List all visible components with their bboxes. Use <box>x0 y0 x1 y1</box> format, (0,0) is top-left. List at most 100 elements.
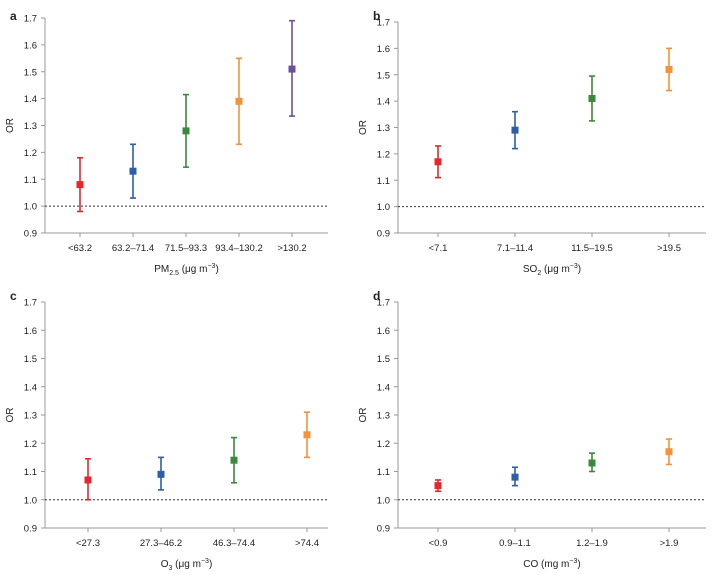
x-axis-label-main: SO <box>523 264 538 275</box>
data-point <box>230 456 238 464</box>
x-axis-label-main: CO <box>523 559 538 570</box>
data-point <box>588 459 596 467</box>
y-tick-label: 0.9 <box>377 524 390 535</box>
x-tick-label: 93.4–130.2 <box>215 243 263 254</box>
x-axis-label-close: ) <box>577 559 580 570</box>
y-tick-label: 1.7 <box>377 18 390 29</box>
y-tick-label: 1.7 <box>377 298 390 309</box>
x-axis-label: SO2 (μg m−3) <box>523 263 581 277</box>
x-tick-label: 11.5–19.5 <box>571 243 613 254</box>
data-point <box>665 65 673 73</box>
data-point <box>434 158 442 166</box>
x-axis-label-unit: (μg m <box>541 264 570 275</box>
y-axis-label: OR <box>5 118 16 133</box>
x-tick-label: 63.2–71.4 <box>112 243 154 254</box>
y-tick-label: 1.2 <box>24 439 37 450</box>
x-axis-label-subscript: 2 <box>537 270 541 277</box>
x-tick-label: 27.3–46.2 <box>140 538 182 549</box>
data-point <box>665 448 673 456</box>
data-point <box>511 473 519 481</box>
x-axis-label-subscript: 2.5 <box>169 270 179 277</box>
y-tick-label: 1.1 <box>24 175 37 186</box>
x-axis-label-superscript: −3 <box>569 558 577 565</box>
x-axis-label-superscript: −3 <box>570 263 578 270</box>
y-axis-label: OR <box>5 408 16 423</box>
y-tick-label: 1.7 <box>24 298 37 309</box>
y-axis-label: OR <box>358 408 369 423</box>
x-axis-label-close: ) <box>215 264 218 275</box>
y-tick-label: 1.6 <box>377 44 390 55</box>
y-tick-label: 1.3 <box>24 411 37 422</box>
x-axis-label-superscript: −3 <box>207 263 215 270</box>
x-tick-label: 71.5–93.3 <box>165 243 207 254</box>
y-tick-label: 1.1 <box>24 467 37 478</box>
x-axis-label: PM2.5 (μg m−3) <box>154 263 219 277</box>
panel-letter: d <box>373 289 380 303</box>
y-tick-label: 1.2 <box>377 149 390 160</box>
x-axis-label-subscript: 3 <box>169 565 173 572</box>
y-axis-label: OR <box>358 120 369 135</box>
y-tick-label: 1.6 <box>24 40 37 51</box>
y-tick-label: 1.4 <box>24 94 37 105</box>
x-tick-label: <7.1 <box>429 243 448 254</box>
x-tick-label: >74.4 <box>295 538 319 549</box>
y-tick-label: 1.0 <box>24 202 37 213</box>
x-axis-label-close: ) <box>578 264 581 275</box>
y-tick-label: 1.3 <box>24 121 37 132</box>
y-tick-label: 0.9 <box>377 229 390 240</box>
x-tick-label: >19.5 <box>657 243 681 254</box>
y-tick-label: 1.3 <box>377 123 390 134</box>
y-tick-label: 1.1 <box>377 467 390 478</box>
x-tick-label: <27.3 <box>76 538 100 549</box>
x-tick-label: 46.3–74.4 <box>213 538 255 549</box>
y-tick-label: 1.5 <box>24 354 37 365</box>
data-point <box>588 94 596 102</box>
y-tick-label: 1.4 <box>24 382 37 393</box>
data-point <box>303 431 311 439</box>
y-tick-label: 1.5 <box>377 70 390 81</box>
panel-a: a 0.9 1.0 1.1 1.2 1.3 1.4 1.5 1.6 1.7 OR <63.2 63.2–… <box>5 9 328 277</box>
data-point <box>84 476 92 484</box>
panel-b: b 0.9 1.0 1.1 1.2 1.3 1.4 1.5 1.6 1.7 OR <7.1 7.1–11… <box>358 9 706 277</box>
data-point <box>434 482 442 490</box>
data-point <box>511 126 519 134</box>
data-point <box>76 181 84 189</box>
x-axis-label-unit: (mg m <box>538 559 569 570</box>
x-tick-label: <63.2 <box>68 243 92 254</box>
panel-c: c 0.9 1.0 1.1 1.2 1.3 1.4 1.5 1.6 1.7 OR <27.3 27.3–… <box>5 289 328 572</box>
y-tick-label: 1.2 <box>377 439 390 450</box>
x-tick-label: 1.2–1.9 <box>576 538 608 549</box>
y-tick-label: 1.1 <box>377 176 390 187</box>
x-axis-label: O3 (μg m−3) <box>161 558 213 572</box>
x-axis-label-close: ) <box>209 559 212 570</box>
y-tick-label: 0.9 <box>24 524 37 535</box>
y-tick-label: 1.4 <box>377 382 390 393</box>
data-point <box>235 97 243 105</box>
x-axis-label: CO (mg m−3) <box>523 558 580 570</box>
x-tick-label: <0.9 <box>429 538 448 549</box>
y-tick-label: 1.5 <box>24 67 37 78</box>
panel-letter: c <box>10 289 17 303</box>
y-tick-label: 0.9 <box>24 229 37 240</box>
data-point <box>129 167 137 175</box>
x-tick-label: >130.2 <box>277 243 306 254</box>
data-point <box>157 470 165 478</box>
data-point <box>182 127 190 135</box>
y-tick-label: 1.2 <box>24 148 37 159</box>
y-tick-label: 1.6 <box>24 326 37 337</box>
y-tick-label: 1.0 <box>377 202 390 213</box>
panel-letter: a <box>10 9 17 23</box>
panel-letter: b <box>373 9 380 23</box>
y-tick-label: 1.5 <box>377 354 390 365</box>
y-tick-label: 1.6 <box>377 326 390 337</box>
x-tick-label: 7.1–11.4 <box>497 243 533 254</box>
x-axis-label-main: O <box>161 559 169 570</box>
y-tick-label: 1.0 <box>24 495 37 506</box>
y-tick-label: 1.4 <box>377 97 390 108</box>
y-tick-label: 1.3 <box>377 411 390 422</box>
x-axis-label-unit: (μg m <box>172 559 201 570</box>
y-tick-label: 1.7 <box>24 14 37 25</box>
panel-d: d 0.9 1.0 1.1 1.2 1.3 1.4 1.5 1.6 1.7 OR <0.9 0.9–1.… <box>358 289 706 570</box>
y-tick-label: 1.0 <box>377 495 390 506</box>
